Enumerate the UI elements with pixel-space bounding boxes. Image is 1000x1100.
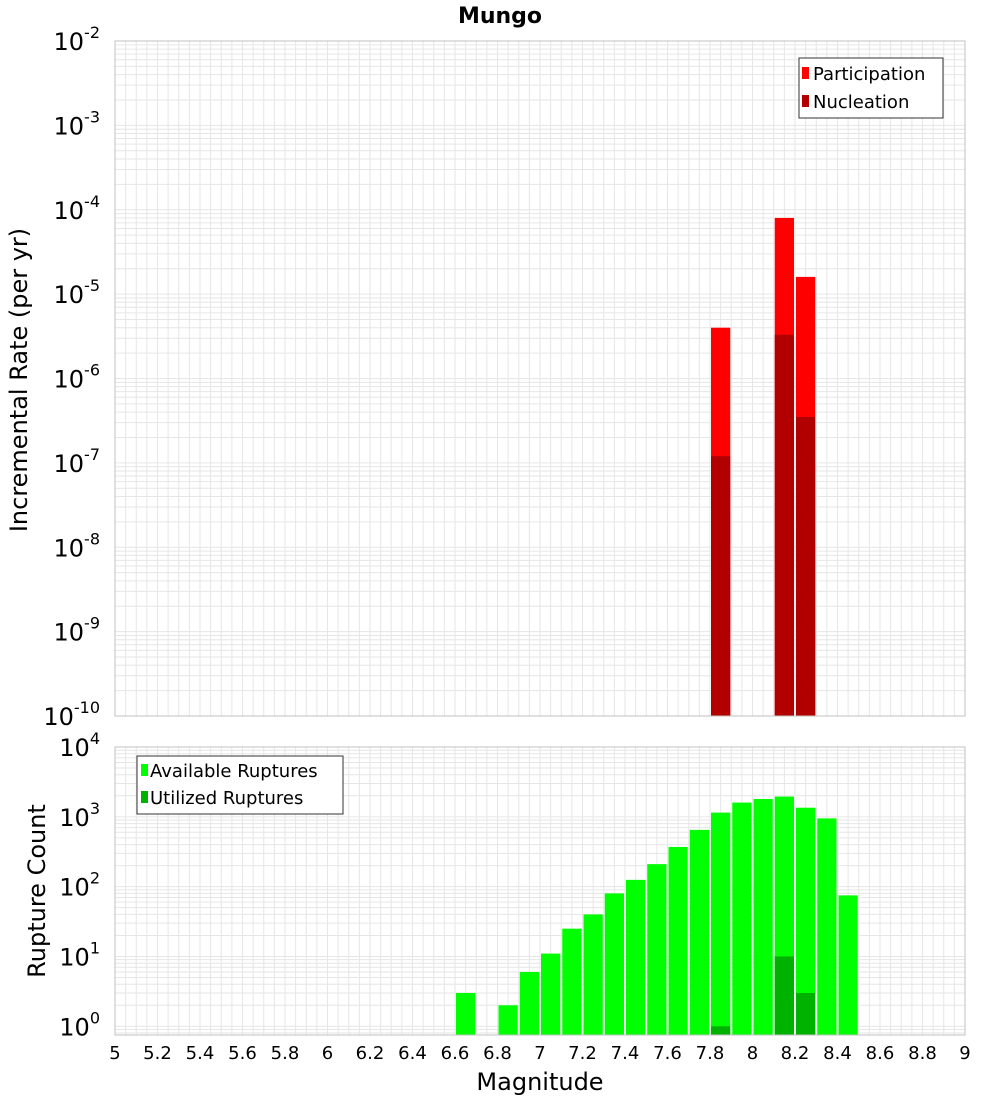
legend-swatch-nucleation: [802, 95, 809, 107]
count-y-tick-label: 101: [59, 938, 100, 971]
rate-y-tick-label: 10-4: [54, 192, 101, 225]
x-tick-label: 6.2: [356, 1043, 385, 1064]
legend-label-utilized: Utilized Ruptures: [150, 788, 303, 809]
x-tick-label: 5: [109, 1043, 120, 1064]
x-tick-label: 8.2: [781, 1043, 810, 1064]
bar-available: [519, 971, 539, 1035]
x-tick-label: 8: [747, 1043, 758, 1064]
bar-available: [562, 928, 582, 1035]
rate-panel: 10-10 10-9 10-8 10-7 10-6 10-5 10-4 10-3 10-2 In…: [5, 23, 966, 731]
count-bars: [456, 796, 858, 1035]
bar-available: [583, 914, 603, 1035]
x-axis-title: Magnitude: [476, 1068, 603, 1096]
bar-available: [732, 802, 752, 1035]
rate-y-axis-title: Incremental Rate (per yr): [5, 228, 33, 532]
count-plot-frame: [114, 746, 966, 1036]
count-y-axis-title: Rupture Count: [23, 804, 51, 978]
x-tick-label: 8.8: [908, 1043, 937, 1064]
x-tick-label: 8.6: [866, 1043, 895, 1064]
legend-swatch-available: [141, 764, 148, 776]
x-tick-label: 7: [534, 1043, 545, 1064]
x-tick-labels: 5 5.2 5.4 5.6 5.8 6 6.2 6.4 6.6 6.8 7 7.2 7.4 7.6 7.8 8…: [109, 1043, 970, 1064]
rate-y-tick-label: 10-3: [54, 107, 101, 140]
x-tick-label: 6.8: [483, 1043, 512, 1064]
rate-y-tick-label: 10-10: [43, 698, 100, 731]
x-tick-label: 5.4: [186, 1043, 215, 1064]
bar-available: [668, 846, 688, 1035]
x-tick-label: 5.6: [228, 1043, 257, 1064]
bar-available: [796, 807, 816, 1035]
bar-available: [838, 895, 858, 1035]
x-tick-label: 7.2: [568, 1043, 597, 1064]
rate-y-tick-label: 10-7: [54, 445, 101, 478]
count-y-tick-label: 102: [59, 869, 100, 902]
bar-available: [817, 818, 837, 1035]
bar-nucleation: [796, 416, 816, 716]
bar-available: [498, 1005, 518, 1035]
rate-grid: [114, 41, 966, 717]
bar-available: [689, 829, 709, 1035]
x-tick-label: 5.2: [143, 1043, 172, 1064]
x-tick-label: 5.8: [271, 1043, 300, 1064]
x-tick-label: 9: [959, 1043, 970, 1064]
legend-label-participation: Participation: [813, 64, 925, 85]
bar-available: [753, 798, 773, 1035]
count-legend: Available Ruptures Utilized Ruptures: [136, 755, 344, 815]
count-y-tick-label: 104: [59, 729, 100, 762]
x-tick-label: 6.4: [398, 1043, 427, 1064]
count-legend-box: [136, 755, 344, 815]
rate-legend-box: [798, 57, 944, 119]
bar-nucleation: [711, 456, 731, 716]
rate-y-tick-label: 10-2: [54, 23, 101, 56]
x-tick-label: 6.6: [441, 1043, 470, 1064]
x-tick-label: 7.4: [611, 1043, 640, 1064]
count-y-tick-label: 103: [59, 799, 100, 832]
x-tick-label: 6: [322, 1043, 333, 1064]
rate-y-ticks: 10-10 10-9 10-8 10-7 10-6 10-5 10-4 10-3 10-2: [43, 23, 100, 731]
rate-bars: [711, 217, 816, 716]
legend-swatch-participation: [802, 67, 809, 79]
rate-legend: Participation Nucleation: [798, 57, 944, 119]
chart-title: Mungo: [458, 4, 542, 29]
x-tick-label: 7.6: [653, 1043, 682, 1064]
rate-plot-frame: [114, 40, 966, 717]
legend-label-nucleation: Nucleation: [813, 92, 909, 113]
bar-available: [604, 893, 624, 1035]
count-panel: 100 101 102 103 104 5 5.2 5.4 5.6 5.8 6 6.2 6.4 6.6 6…: [23, 729, 971, 1096]
bar-nucleation: [774, 334, 794, 716]
bar-available: [456, 992, 476, 1035]
bar-utilized: [711, 1026, 731, 1035]
legend-swatch-utilized: [141, 791, 148, 803]
count-y-tick-label: 100: [59, 1008, 100, 1041]
bar-available: [626, 879, 646, 1035]
rate-y-tick-label: 10-6: [54, 361, 101, 394]
bar-utilized: [796, 992, 816, 1035]
legend-label-available: Available Ruptures: [150, 761, 318, 782]
rate-y-tick-label: 10-5: [54, 276, 101, 309]
bar-available: [711, 812, 731, 1035]
rate-y-tick-label: 10-9: [54, 614, 101, 647]
rate-y-tick-label: 10-8: [54, 529, 101, 562]
x-tick-label: 8.4: [823, 1043, 852, 1064]
x-tick-label: 7.8: [696, 1043, 725, 1064]
count-y-ticks: 100 101 102 103 104: [59, 729, 100, 1041]
bar-available: [647, 864, 667, 1035]
bar-utilized: [774, 956, 794, 1035]
bar-available: [541, 953, 561, 1035]
